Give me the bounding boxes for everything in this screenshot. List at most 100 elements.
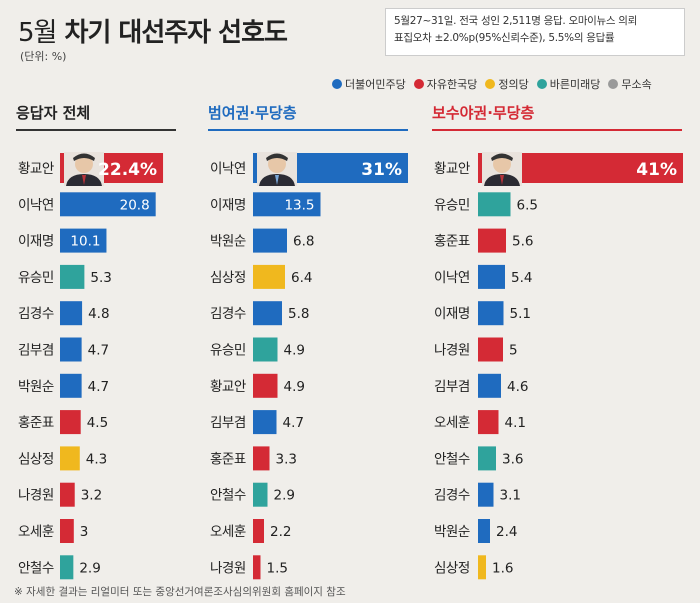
- bar: [60, 482, 75, 507]
- candidate-name: 오세훈: [434, 415, 470, 431]
- data-label: 4.9: [284, 343, 305, 359]
- data-label: 2.9: [79, 560, 100, 576]
- bar: [253, 192, 321, 217]
- data-label: 5.4: [511, 270, 532, 286]
- bar: [60, 192, 156, 217]
- candidate-name: 유승민: [18, 270, 54, 286]
- bar: [60, 228, 107, 253]
- bar: [253, 410, 277, 435]
- panel-title-ruling: 범여권·무당층: [208, 102, 408, 131]
- bar: [60, 264, 85, 289]
- bar: [478, 373, 501, 398]
- bar: [253, 337, 278, 362]
- legend-dot: [536, 79, 547, 89]
- bar: [60, 446, 80, 471]
- candidate-name: 이낙연: [18, 197, 54, 213]
- bar: [253, 446, 270, 471]
- unit-label: (단위: %): [20, 50, 67, 63]
- data-label: 5.6: [512, 234, 533, 250]
- candidate-name: 심상정: [434, 560, 470, 576]
- data-label: 4.7: [283, 415, 304, 431]
- footer-note: ※ 자세한 결과는 리얼미터 또는 중앙선거여론조사심의위원회 홈페이지 참조: [14, 586, 346, 598]
- data-label: 4.6: [507, 379, 528, 395]
- data-label: 41%: [636, 160, 677, 180]
- legend-dot: [608, 79, 619, 89]
- data-label: 5.3: [90, 270, 111, 286]
- candidate-name: 나경원: [210, 560, 246, 576]
- survey-note-line2: 표집오차 ±2.0%p(95%신뢰수준), 5.5%의 응답률: [394, 32, 615, 44]
- bar: [253, 228, 287, 253]
- bar: [478, 519, 490, 543]
- data-label: 5.8: [288, 306, 309, 322]
- data-label: 31%: [361, 160, 402, 180]
- title-text: 차기 대선주자 선호도: [64, 18, 288, 48]
- bar: [478, 555, 486, 580]
- candidate-name: 유승민: [434, 197, 470, 213]
- data-label: 5: [509, 343, 518, 359]
- data-label: 4.1: [505, 415, 526, 431]
- bar: [60, 410, 81, 435]
- title-month: 5월: [18, 18, 57, 48]
- candidate-name: 김부겸: [434, 379, 470, 395]
- survey-note-line1: 5월27~31일. 전국 성인 2,511명 응답. 오마이뉴스 의뢰: [394, 15, 638, 27]
- legend-item-liberty-korea: 자유한국당: [413, 76, 477, 92]
- data-label: 4.7: [88, 343, 109, 359]
- portrait-hair: [491, 153, 513, 161]
- candidate-name: 박원순: [210, 234, 246, 250]
- bar: [60, 337, 82, 362]
- data-label: 4.5: [87, 415, 108, 431]
- data-label: 4.8: [88, 306, 109, 322]
- candidate-name: 심상정: [18, 451, 54, 467]
- candidate-name: 홍준표: [434, 234, 470, 250]
- data-label: 1.5: [267, 560, 288, 576]
- bar: [253, 373, 278, 398]
- bar: [253, 301, 282, 326]
- candidate-name: 안철수: [434, 451, 470, 467]
- bar: [478, 301, 504, 326]
- candidate-name: 박원순: [434, 524, 470, 540]
- survey-note: 5월27~31일. 전국 성인 2,511명 응답. 오마이뉴스 의뢰 표집오차…: [385, 8, 685, 56]
- legend-item-bareunmirae: 바른미래당: [536, 76, 601, 92]
- data-label: 3.3: [276, 451, 297, 467]
- bar: [253, 482, 268, 507]
- panel-title-conservative: 보수야권·무당층: [432, 102, 682, 131]
- portrait-tie: [275, 175, 279, 185]
- page-title: 5월 차기 대선주자 선호도: [18, 12, 288, 49]
- data-label: 4.9: [284, 379, 305, 395]
- legend-item-independent: 무소속: [608, 76, 652, 92]
- legend-dot: [332, 79, 342, 89]
- candidate-name: 이재명: [210, 197, 246, 213]
- candidate-name: 안철수: [18, 560, 54, 576]
- data-label: 3.6: [502, 451, 523, 467]
- data-label: 3.2: [81, 488, 102, 504]
- data-label: 2.2: [270, 524, 291, 540]
- candidate-name: 황교안: [210, 379, 246, 395]
- legend-label: 무소속: [621, 78, 652, 91]
- legend-dot: [413, 79, 424, 89]
- legend-item-democratic: 더불어민주당: [332, 76, 406, 92]
- bar: [478, 482, 494, 507]
- panel-title-all: 응답자 전체: [16, 102, 176, 131]
- bar: [478, 410, 499, 435]
- legend-label: 바른미래당: [549, 78, 601, 91]
- data-label: 22.4%: [98, 160, 157, 180]
- candidate-name: 이재명: [434, 306, 470, 322]
- candidate-name: 김경수: [210, 306, 246, 322]
- candidate-name: 김부겸: [18, 343, 54, 359]
- data-label: 6.5: [517, 197, 538, 213]
- legend-label: 정의당: [498, 78, 529, 91]
- bar: [253, 264, 285, 289]
- candidate-name: 이재명: [18, 234, 54, 250]
- portrait-tie: [500, 175, 504, 185]
- candidate-name: 황교안: [18, 161, 54, 177]
- bar: [478, 337, 503, 362]
- data-label: 3.1: [500, 488, 521, 504]
- bar: [60, 301, 83, 326]
- data-label: 6.4: [291, 270, 312, 286]
- data-label: 1.6: [492, 560, 513, 576]
- candidate-name: 오세훈: [210, 524, 246, 540]
- bar: [60, 555, 74, 580]
- data-label: 10.1: [70, 234, 100, 250]
- bar: [478, 446, 496, 471]
